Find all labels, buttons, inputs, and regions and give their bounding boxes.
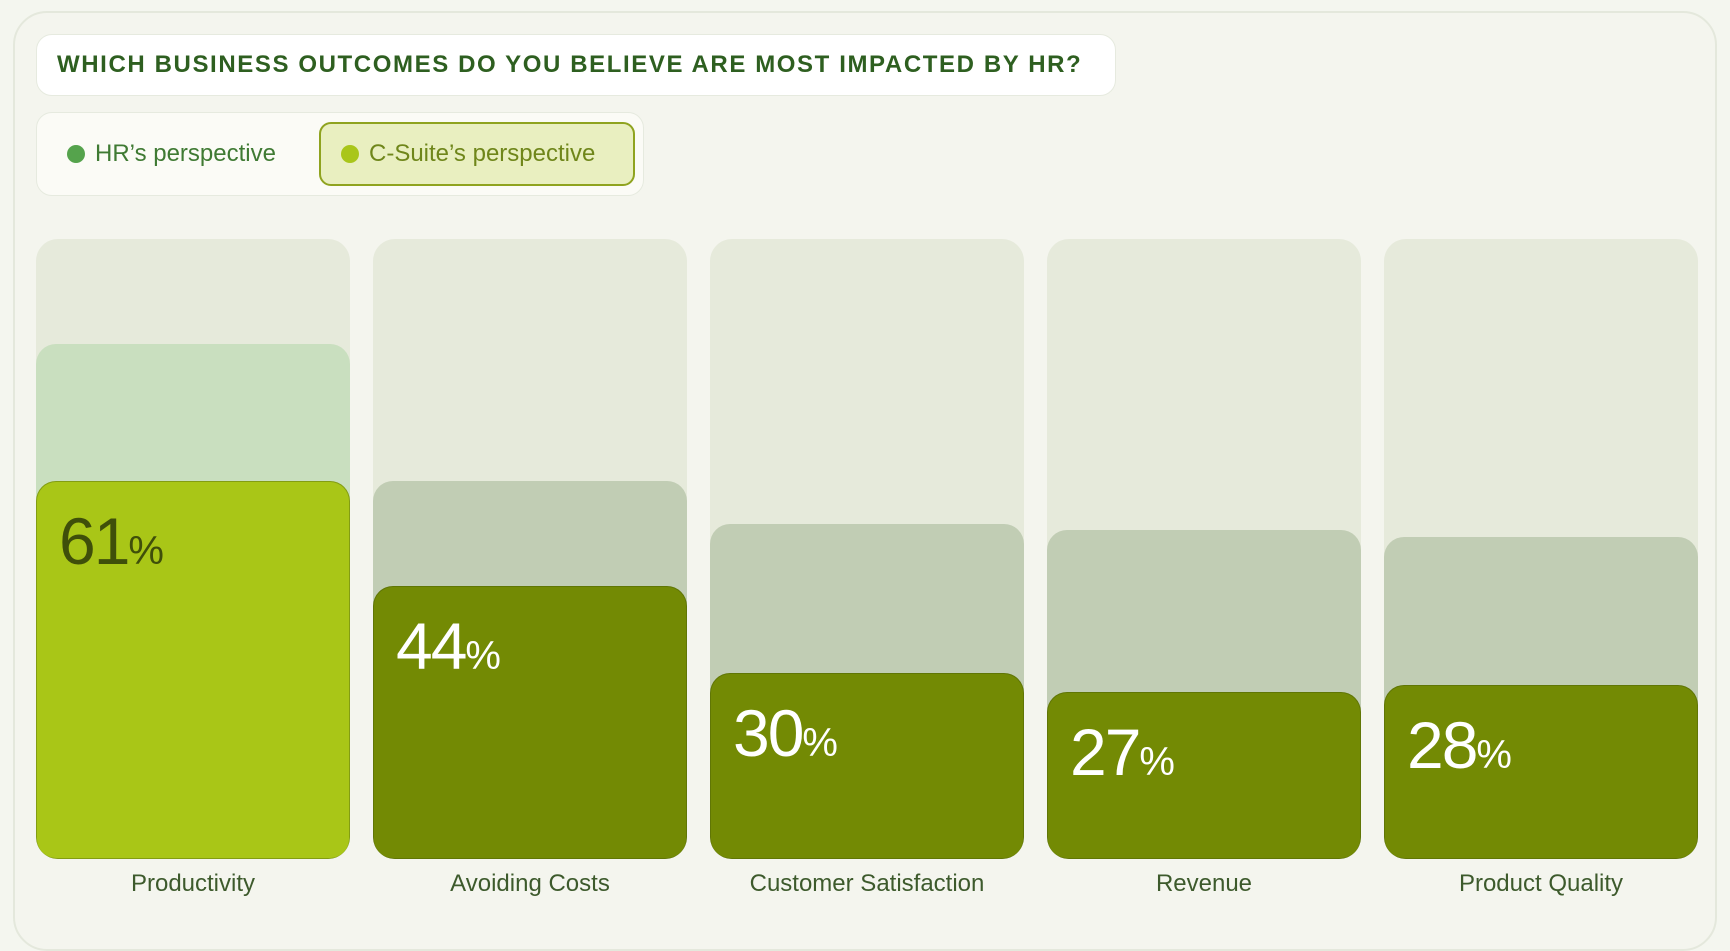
bar-value-percent: % — [1476, 733, 1512, 778]
bar-csuite-perspective: 28% — [1384, 685, 1698, 859]
bar-csuite-perspective: 27% — [1047, 691, 1361, 859]
bar-column[interactable]: 44% — [373, 239, 687, 859]
bar-value-label: 30% — [733, 700, 838, 766]
bar-value-number: 61 — [59, 503, 130, 578]
legend: HR’s perspective C-Suite’s perspective — [36, 112, 644, 196]
bar-column[interactable]: 28% — [1384, 239, 1698, 859]
bar-value-label: 28% — [1407, 712, 1512, 778]
bar-column[interactable]: 61% — [36, 239, 350, 859]
bar-csuite-perspective: 44% — [373, 586, 687, 859]
bar-column[interactable]: 27% — [1047, 239, 1361, 859]
bar-chart: 61% Productivity 44% Avoiding Costs 30% Custo… — [36, 239, 1698, 897]
legend-cs-label: C-Suite’s perspective — [369, 140, 596, 167]
legend-hr-label: HR’s perspective — [95, 140, 276, 167]
bar-value-percent: % — [465, 634, 501, 679]
hr-dot-icon — [67, 145, 85, 163]
bar-value-percent: % — [128, 528, 164, 573]
bar-value-number: 30 — [733, 696, 804, 770]
bar-value-label: 44% — [396, 613, 501, 679]
bar-value-label: 61% — [59, 508, 164, 574]
bar-value-percent: % — [1139, 739, 1175, 784]
bar-value-percent: % — [802, 721, 838, 765]
bar-value-number: 44 — [396, 609, 467, 684]
chart-title-pill: WHICH BUSINESS OUTCOMES DO YOU BELIEVE A… — [36, 34, 1116, 96]
bar-csuite-perspective: 61% — [36, 480, 350, 859]
chart-title: WHICH BUSINESS OUTCOMES DO YOU BELIEVE A… — [57, 51, 1083, 78]
csuite-dot-icon — [341, 145, 359, 163]
bar-value-number: 28 — [1407, 708, 1478, 783]
legend-hr-perspective[interactable]: HR’s perspective — [45, 122, 298, 186]
bar-column[interactable]: 30% — [710, 239, 1024, 859]
bar-value-label: 27% — [1070, 719, 1175, 785]
bar-csuite-perspective: 30% — [710, 673, 1024, 859]
legend-csuite-perspective[interactable]: C-Suite’s perspective — [319, 122, 635, 186]
bar-value-number: 27 — [1070, 714, 1141, 789]
